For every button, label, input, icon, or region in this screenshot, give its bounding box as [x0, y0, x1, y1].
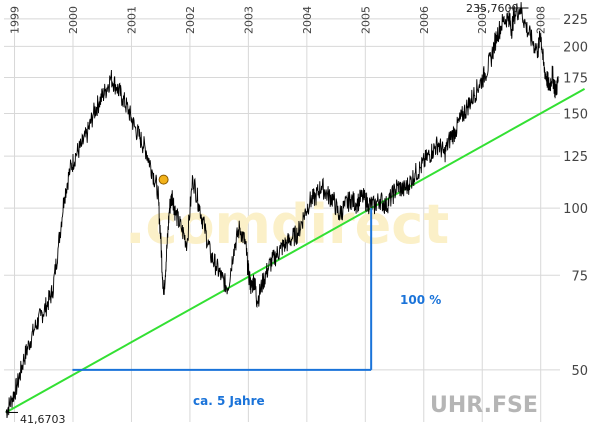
measure-layer	[8, 7, 529, 413]
event-marker	[158, 174, 169, 185]
x-tick-label-2007: 2007	[476, 6, 489, 34]
price-line	[5, 2, 559, 419]
min-value-label: 41,6703	[20, 413, 66, 426]
trend-layer	[5, 87, 586, 414]
y-tick-label-150: 150	[563, 108, 588, 123]
y-tick-label-50: 50	[571, 364, 588, 379]
x-tick-label-2006: 2006	[418, 6, 431, 34]
x-tick-label-2003: 2003	[242, 6, 255, 34]
x-tick-label-2000: 2000	[67, 6, 80, 34]
x-tick-label-2001: 2001	[125, 6, 138, 34]
percent-annotation: 100 %	[400, 293, 441, 307]
x-tick-label-1999: 1999	[9, 6, 22, 34]
trend-line	[5, 87, 586, 414]
years-annotation: ca. 5 Jahre	[193, 394, 265, 408]
y-axis-labels: 50 75 100 125 150 175 200 225	[563, 13, 588, 379]
x-tick-label-2005: 2005	[359, 6, 372, 34]
y-tick-label-100: 100	[563, 202, 588, 217]
max-value-label: 235,7600	[466, 2, 519, 15]
y-tick-label-225: 225	[563, 13, 588, 28]
grid-layer	[4, 8, 560, 422]
x-axis-labels: 1999 2000 2001 2002 2003 2004 2005 2006 2007 2008	[9, 6, 548, 34]
x-tick-label-2002: 2002	[184, 6, 197, 34]
symbol-label: UHR.FSE	[430, 393, 538, 418]
y-tick-label-75: 75	[571, 269, 588, 284]
y-tick-label-175: 175	[563, 72, 588, 87]
y-tick-label-125: 125	[563, 150, 588, 165]
x-tick-label-2004: 2004	[301, 6, 314, 34]
y-tick-label-200: 200	[563, 40, 588, 55]
price-layer	[5, 2, 559, 419]
x-tick-label-2008: 2008	[535, 6, 548, 34]
